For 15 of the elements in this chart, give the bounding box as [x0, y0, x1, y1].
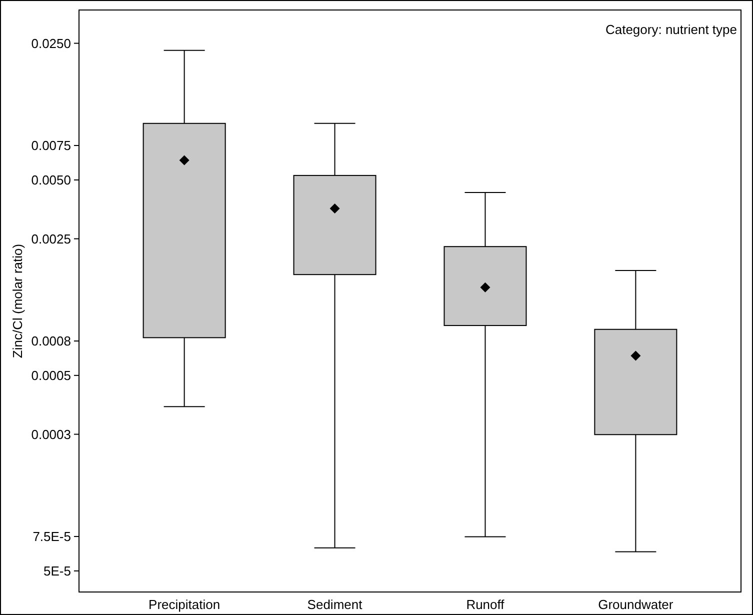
y-tick-label: 0.0003	[31, 426, 71, 442]
y-axis-title: Zinc/Cl (molar ratio)	[10, 244, 25, 358]
y-tick-label: 0.0050	[31, 172, 71, 188]
y-tick-label: 0.0250	[31, 36, 71, 51]
y-tick-label: 5E-5	[44, 563, 71, 578]
annotation: Category: nutrient type	[605, 22, 737, 37]
x-tick-label: Groundwater	[598, 597, 674, 612]
x-tick-label: Sediment	[307, 597, 363, 612]
x-tick-label: Runoff	[466, 597, 505, 612]
y-tick-label: 0.0008	[31, 334, 71, 349]
y-tick-label: 0.0005	[31, 368, 71, 383]
y-tick-label: 0.0075	[31, 138, 71, 154]
x-tick-label: Precipitation	[148, 597, 220, 612]
y-tick-label: 0.0025	[31, 231, 71, 246]
y-tick-label: 7.5E-5	[32, 529, 71, 544]
